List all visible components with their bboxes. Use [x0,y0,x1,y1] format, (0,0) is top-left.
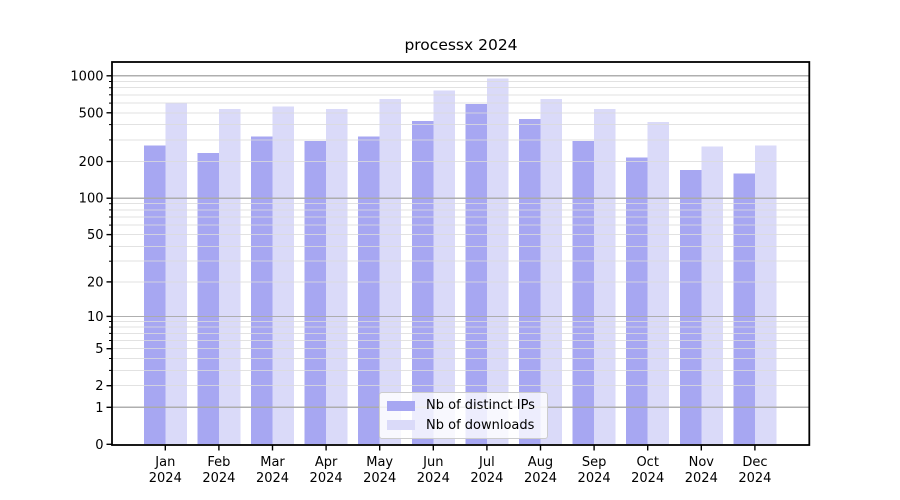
x-tick-label-year: 2024 [524,471,557,486]
bar-downloads [701,146,723,445]
y-tick-label: 1 [95,401,103,416]
legend-label-downloads: Nb of downloads [426,417,535,433]
x-tick-label-month: Aug [528,455,553,470]
y-tick-label: 20 [87,275,104,290]
x-tick-label-month: Jul [478,455,495,470]
bar-downloads [272,106,294,445]
bar-distinct-ips [358,136,380,445]
x-tick-label-month: Sep [582,455,607,470]
bar-distinct-ips [304,140,327,445]
y-tick-label: 500 [79,106,104,121]
x-tick-label-month: Mar [260,455,285,470]
bar-distinct-ips [143,145,166,445]
y-tick-label: 0 [95,438,103,453]
plot-border [111,61,811,446]
x-tick-label-year: 2024 [631,471,664,486]
legend-label-distinct-ips: Nb of distinct IPs [426,398,535,414]
x-tick-label-year: 2024 [149,471,182,486]
bar-distinct-ips [572,140,595,445]
chart-title: processx 2024 [404,36,518,54]
legend-item-downloads: Nb of downloads [387,416,539,434]
bar-downloads [433,90,455,445]
y-tick-label: 1000 [70,69,103,84]
x-tick-label-year: 2024 [738,471,771,486]
y-tick-label: 5 [95,342,103,357]
x-tick-label-year: 2024 [310,471,343,486]
legend-swatch-distinct-ips [387,400,415,411]
bar-downloads [647,122,670,445]
bar-distinct-ips [626,157,648,445]
y-tick-label: 10 [87,310,104,325]
x-tick-label-year: 2024 [470,471,503,486]
x-tick-label-year: 2024 [202,471,235,486]
bar-distinct-ips [411,120,434,445]
bar-downloads [379,98,402,445]
bar-distinct-ips [197,152,219,445]
x-tick-label-year: 2024 [363,471,396,486]
x-tick-label-month: Nov [689,455,715,470]
bar-downloads [326,109,348,445]
x-tick-label-month: Apr [315,455,338,470]
bar-downloads [594,109,616,445]
y-tick-label: 200 [79,155,104,170]
legend: Nb of distinct IPs Nb of downloads [379,392,548,439]
legend-item-distinct-ips: Nb of distinct IPs [387,397,539,415]
y-tick-label: 50 [87,228,104,243]
x-tick-label-month: Jun [422,455,443,470]
bar-downloads [754,145,777,445]
x-tick-label-month: Oct [636,455,658,470]
x-tick-label-month: Dec [742,455,767,470]
x-tick-label-year: 2024 [256,471,289,486]
legend-swatch-downloads [387,420,415,431]
bar-distinct-ips [465,103,487,445]
bar-distinct-ips [733,173,755,445]
y-tick-label: 100 [79,192,104,207]
bar-downloads [540,98,562,445]
x-tick-label-month: Feb [207,455,230,470]
x-tick-label-month: May [366,455,393,470]
x-tick-label-month: Jan [154,455,175,470]
x-tick-label-year: 2024 [417,471,450,486]
x-tick-label-year: 2024 [578,471,611,486]
bar-distinct-ips [679,170,702,445]
bar-distinct-ips [251,136,273,445]
x-tick-label-year: 2024 [685,471,718,486]
bar-downloads [165,103,187,445]
bar-downloads [218,109,241,445]
y-tick-label: 2 [95,379,103,394]
